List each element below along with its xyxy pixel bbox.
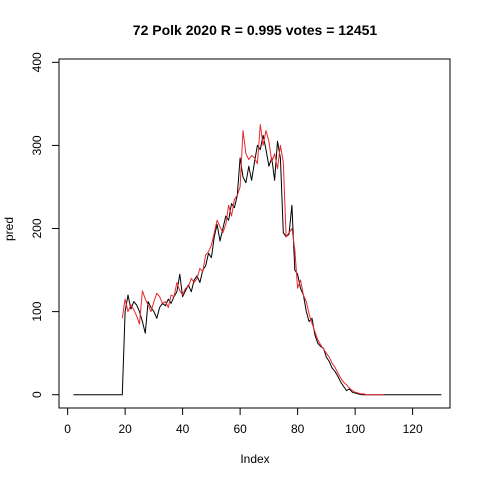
x-tick-label: 0	[64, 422, 71, 436]
x-tick-label: 120	[403, 422, 423, 436]
y-tick-label: 300	[30, 135, 44, 155]
y-tick-label: 100	[30, 301, 44, 321]
x-axis: 0 20 40 60 80 100 120	[64, 407, 423, 436]
series-layer	[73, 124, 442, 396]
x-tick-label: 100	[345, 422, 365, 436]
x-tick-label: 60	[233, 422, 247, 436]
y-axis-label: pred	[2, 217, 16, 241]
x-tick-label: 20	[118, 422, 132, 436]
x-axis-label: Index	[240, 452, 269, 466]
y-tick-label: 400	[30, 52, 44, 72]
y-tick-label: 0	[30, 391, 44, 398]
y-axis: 0 100 200 300 400	[30, 52, 60, 398]
y-tick-label: 200	[30, 218, 44, 238]
series-line-2	[121, 124, 384, 396]
x-tick-label: 80	[291, 422, 305, 436]
chart-title: 72 Polk 2020 R = 0.995 votes = 12451	[133, 22, 378, 38]
plot-frame	[58, 58, 451, 409]
series-line-1	[73, 134, 442, 396]
x-tick-label: 40	[176, 422, 190, 436]
